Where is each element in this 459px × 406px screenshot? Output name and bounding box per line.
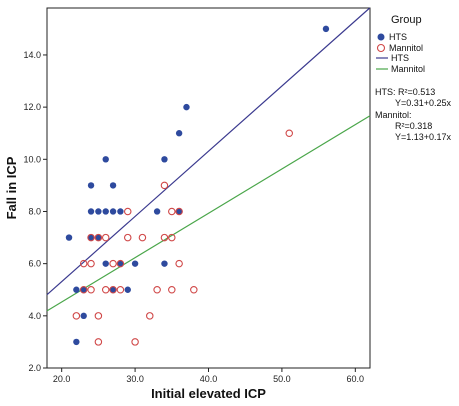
hts-point [95, 208, 102, 215]
legend-hts-line-label: HTS [391, 53, 409, 63]
y-tick-label: 8.0 [28, 206, 41, 216]
mannitol-point [131, 338, 139, 346]
legend-mannitol-line-label: Mannitol [391, 64, 425, 74]
hts-point [322, 25, 330, 33]
fit-line-hts [46, 7, 371, 296]
mannitol-point [124, 233, 132, 242]
mannitol-point [87, 233, 95, 242]
y-axis-title: Fall in ICP [4, 156, 19, 219]
hts-point [73, 338, 80, 346]
y-tick-label: 2.0 [28, 363, 41, 373]
x-tick-label: 50.0 [273, 374, 291, 384]
x-tick-label: 60.0 [347, 374, 365, 384]
mannitol-point [94, 233, 103, 242]
hts-point [161, 260, 168, 267]
hts-point [117, 260, 124, 267]
fit-line-mannitol [46, 115, 371, 312]
mannitol-point [175, 207, 183, 216]
mannitol-point [285, 129, 293, 137]
hts-point [87, 234, 95, 241]
hts-point [95, 234, 102, 241]
x-tick-label: 40.0 [200, 374, 218, 384]
mannitol-label-annotation: Mannitol: [375, 110, 412, 120]
hts-point [153, 208, 161, 215]
hts-point [161, 156, 168, 163]
hts-point [109, 286, 117, 293]
y-tick-label: 12.0 [23, 102, 41, 112]
regression-annotations: HTS: R²=0.513 Y=0.31+0.25x Mannitol: R²=… [375, 87, 452, 142]
y-axis: 2.0 4.0 6.0 8.0 10.0 12.0 14.0 [23, 50, 47, 373]
legend-hts-marker [377, 33, 385, 41]
hts-r2-annotation: HTS: R²=0.513 [375, 87, 435, 97]
y-tick-label: 6.0 [28, 259, 41, 269]
hts-point [183, 103, 190, 111]
mannitol-point [160, 181, 169, 190]
mannitol-point [190, 285, 198, 294]
mannitol-point [101, 233, 110, 242]
mannitol-point [109, 259, 117, 268]
legend-mannitol-marker [376, 43, 386, 53]
x-axis: 20.0 30.0 40.0 50.0 60.0 [53, 368, 364, 384]
legend-title: Group [391, 14, 422, 26]
mannitol-point [168, 207, 176, 216]
fit-lines-group [46, 7, 371, 312]
hts-equation-annotation: Y=0.31+0.25x [395, 98, 452, 108]
hts-point [80, 286, 87, 293]
hts-point [87, 208, 95, 215]
hts-point [102, 208, 109, 215]
hts-point [65, 234, 73, 241]
y-tick-label: 4.0 [28, 311, 41, 321]
x-axis-title: Initial elevated ICP [151, 386, 266, 401]
hts-point [175, 130, 183, 137]
x-tick-label: 20.0 [53, 374, 71, 384]
hts-point [80, 312, 87, 320]
mannitol-point [72, 312, 81, 320]
mannitol-point [116, 285, 125, 294]
mannitol-point [160, 233, 169, 242]
legend-mannitol-label: Mannitol [389, 43, 423, 53]
mannitol-point [87, 285, 95, 294]
hts-point [87, 182, 95, 189]
hts-point [175, 208, 183, 215]
mannitol-point [153, 285, 161, 294]
data-points-group [65, 25, 330, 346]
mannitol-point [109, 285, 117, 294]
hts-point [109, 208, 117, 215]
mannitol-point [168, 233, 176, 242]
mannitol-point [79, 259, 88, 268]
mannitol-point [79, 285, 88, 294]
hts-point [117, 208, 124, 215]
mannitol-point [138, 233, 147, 242]
mannitol-equation-annotation: Y=1.13+0.17x [395, 132, 452, 142]
legend-hts-label: HTS [389, 32, 407, 42]
mannitol-r2-annotation: R²=0.318 [395, 121, 432, 131]
y-tick-label: 10.0 [23, 154, 41, 164]
hts-point [73, 286, 80, 293]
mannitol-point [94, 338, 103, 346]
legend: Group HTS Mannitol HTS Mannitol [376, 14, 425, 74]
mannitol-point [168, 285, 176, 294]
y-tick-label: 14.0 [23, 50, 41, 60]
mannitol-point [175, 259, 183, 268]
mannitol-point [101, 285, 110, 294]
hts-point [102, 156, 109, 163]
hts-point [102, 260, 109, 267]
mannitol-point [124, 207, 132, 216]
mannitol-point [116, 259, 125, 268]
hts-point [131, 260, 139, 267]
mannitol-point [87, 259, 95, 268]
mannitol-point [94, 312, 103, 320]
hts-point [109, 182, 117, 189]
x-tick-label: 30.0 [126, 374, 144, 384]
mannitol-point [146, 312, 154, 320]
hts-point [124, 286, 131, 293]
